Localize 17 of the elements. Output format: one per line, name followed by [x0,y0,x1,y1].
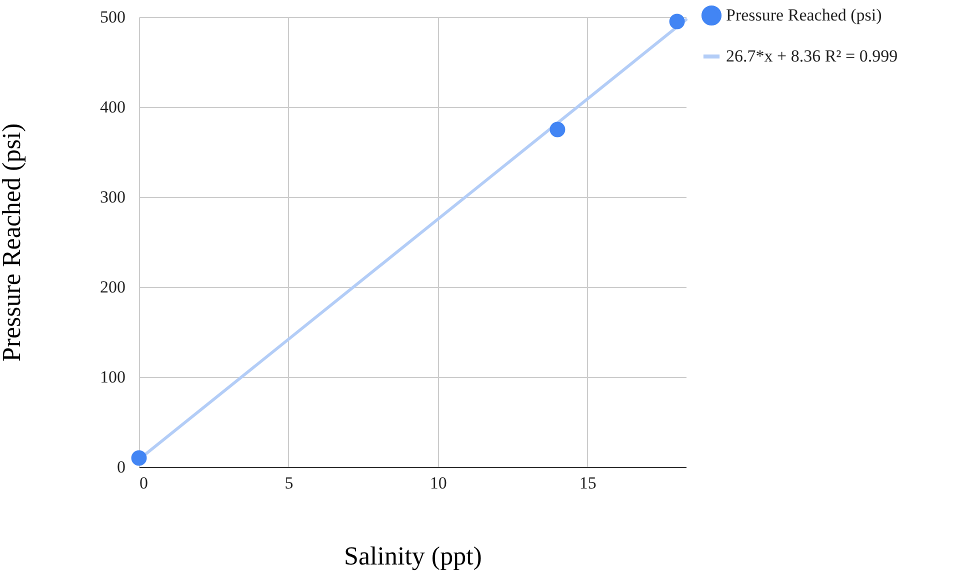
legend-label: 26.7*x + 8.36 R² = 0.999 [726,46,898,66]
y-tick-label: 200 [100,278,126,296]
y-tick-label: 400 [100,98,126,116]
x-tick-label: 5 [284,474,294,492]
y-tick-label: 0 [117,458,126,476]
x-tick-label: 10 [430,474,447,492]
y-tick-label: 300 [100,188,126,206]
legend-label: Pressure Reached (psi) [726,6,882,24]
y-tick-label: 100 [100,368,126,386]
x-tick-label: 15 [579,474,596,492]
y-axis-title: Pressure Reached (psi) [0,123,26,362]
x-axis-title: Salinity (ppt) [344,542,482,570]
point [669,14,685,30]
x-tick-label: 0 [140,474,148,492]
point [550,122,566,138]
point [131,450,147,466]
y-tick-label: 500 [100,8,126,26]
